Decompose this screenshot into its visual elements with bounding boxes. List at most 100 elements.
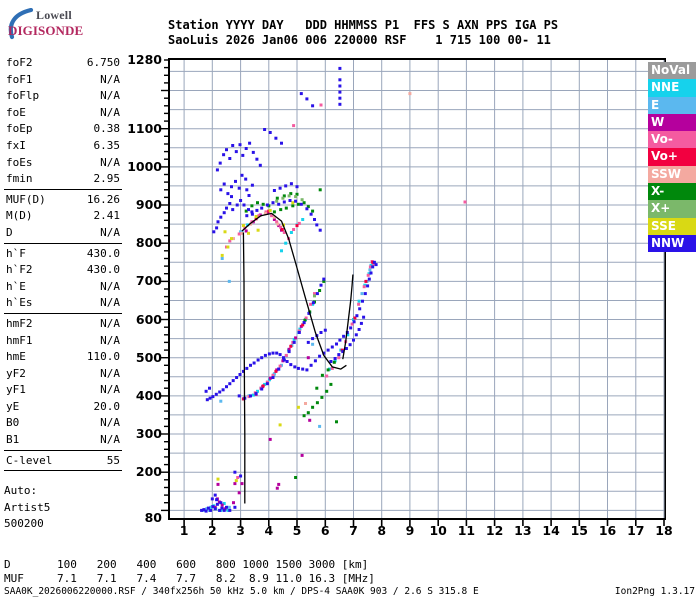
parameter-value: 2.41: [93, 209, 121, 223]
parameter-row: B1 N/A: [4, 432, 122, 449]
parameter-row: foEs N/A: [4, 155, 122, 172]
parameter-key: h`F2: [6, 263, 33, 277]
parameter-key: fxI: [6, 138, 26, 152]
parameter-key: B1: [6, 433, 20, 447]
legend-item-nne[interactable]: NNE: [648, 79, 696, 97]
polarization-direction-legend: NoVal NNE E W Vo- Vo+ SSW X- X+ SSE NNW: [648, 62, 696, 253]
parameter-row: MUF(D) 16.26: [4, 192, 122, 209]
legend-item-nnw[interactable]: NNW: [648, 234, 696, 253]
parameter-row: h`E N/A: [4, 279, 122, 296]
x-axis-tick-14: 14: [542, 523, 560, 538]
parameter-group: hmF2 N/A hmF1 N/A hmE 110.0 yF2 N/A yF1 N/A yE 20.0…: [4, 316, 122, 451]
legend-item-vo-[interactable]: Vo-: [648, 131, 696, 149]
auto-method: Artist5: [4, 500, 51, 514]
y-axis-tick-600: 600: [135, 311, 162, 327]
ionospheric-parameters-panel: foF2 6.750 foF1 N/A foFlp N/A foE N/A foEp 0.38 fx…: [4, 55, 122, 473]
y-axis-tick-800: 800: [135, 235, 162, 251]
parameter-value: 6.35: [93, 138, 121, 152]
legend-item-sse[interactable]: SSE: [648, 217, 696, 235]
plot-frame: [168, 58, 666, 520]
auto-label: Auto:: [4, 484, 38, 497]
y-axis-tick-1000: 1000: [127, 158, 162, 174]
legend-item-w[interactable]: W: [648, 113, 696, 132]
parameter-group: C-level 55: [4, 453, 122, 472]
parameter-row: foFlp N/A: [4, 88, 122, 105]
parameter-value: N/A: [100, 383, 120, 397]
parameter-row: B0 N/A: [4, 415, 122, 432]
logo-word-digisonde: DIGISONDE: [8, 23, 84, 38]
parameter-key: h`Es: [6, 296, 33, 310]
parameter-value: N/A: [100, 72, 120, 86]
parameter-row: yE 20.0: [4, 399, 122, 416]
station-header: Station YYYY DAY DDD HHMMSS P1 FFS S AXN…: [168, 18, 668, 48]
legend-item-x-[interactable]: X-: [648, 183, 696, 201]
x-axis-tick-4: 4: [264, 523, 274, 538]
x-axis-tick-5: 5: [292, 523, 302, 538]
parameter-value: 2.95: [93, 172, 121, 186]
parameter-value: N/A: [100, 105, 120, 119]
parameter-row: foF1 N/A: [4, 72, 122, 89]
parameter-key: foEp: [6, 122, 33, 136]
parameter-row: fmin 2.95: [4, 171, 122, 188]
parameter-value: 16.26: [86, 192, 120, 206]
x-axis-tick-2: 2: [207, 523, 217, 538]
parameter-key: hmF2: [6, 316, 33, 330]
parameter-row: C-level 55: [4, 453, 122, 470]
parameter-key: foF2: [6, 56, 33, 69]
parameter-row: fxI 6.35: [4, 138, 122, 155]
parameter-group: MUF(D) 16.26 M(D) 2.41 D N/A: [4, 192, 122, 244]
logo-word-lowell: Lowell: [36, 8, 72, 22]
parameter-value: N/A: [100, 316, 120, 330]
parameter-group: foF2 6.750 foF1 N/A foFlp N/A foE N/A foEp 0.38 fx…: [4, 55, 122, 190]
parameter-key: yE: [6, 399, 20, 413]
parameter-key: C-level: [6, 453, 53, 467]
parameter-key: foE: [6, 105, 26, 119]
parameter-key: MUF(D): [6, 192, 46, 206]
parameter-row: h`Es N/A: [4, 295, 122, 312]
parameter-value: 20.0: [93, 399, 121, 413]
legend-item-x-[interactable]: X+: [648, 200, 696, 218]
parameter-value: N/A: [100, 433, 120, 447]
x-axis-tick-6: 6: [320, 523, 330, 538]
x-axis-tick-13: 13: [514, 523, 532, 538]
parameter-value: N/A: [100, 296, 120, 310]
muf-table-frequency-row: MUF 7.1 7.1 7.4 7.7 8.2 8.9 11.0 16.3 [M…: [4, 572, 375, 585]
logo-arc-icon: [8, 8, 34, 40]
x-axis-labels: 1 2 3 4 5 6 7 8 9 10 11 12 13 14 15 16 17 18: [168, 523, 673, 543]
y-axis-tick-80: 80: [144, 510, 162, 525]
legend-item-e[interactable]: E: [648, 96, 696, 114]
x-axis-tick-10: 10: [429, 523, 447, 538]
parameter-key: foEs: [6, 155, 33, 169]
y-axis-tick-700: 700: [135, 273, 162, 289]
muf-distance-table: D 100 200 400 600 800 1000 1500 3000 [km…: [4, 558, 375, 586]
parameter-row: D N/A: [4, 225, 122, 242]
lowell-digisonde-logo: Lowell DIGISONDE: [6, 6, 116, 42]
parameter-value: N/A: [100, 416, 120, 430]
parameter-key: hmF1: [6, 333, 33, 347]
parameter-value: N/A: [100, 366, 120, 380]
auto-scaling-info: Auto: Artist5 500200: [4, 483, 50, 533]
parameter-row: foF2 6.750: [4, 55, 122, 72]
parameter-row: h`F2 430.0: [4, 262, 122, 279]
parameter-key: fmin: [6, 172, 33, 186]
legend-item-vo-[interactable]: Vo+: [648, 148, 696, 166]
parameter-value: 55: [106, 453, 120, 467]
legend-item-noval[interactable]: NoVal: [648, 62, 696, 80]
muf-table-distance-row: D 100 200 400 600 800 1000 1500 3000 [km…: [4, 558, 369, 571]
parameter-row: yF1 N/A: [4, 382, 122, 399]
auto-code: 500200: [4, 517, 44, 530]
parameter-row: foE N/A: [4, 105, 122, 122]
parameter-key: B0: [6, 416, 20, 430]
legend-item-ssw[interactable]: SSW: [648, 165, 696, 184]
y-axis-tick-400: 400: [135, 387, 162, 403]
parameter-value: N/A: [100, 155, 120, 169]
parameter-key: yF2: [6, 366, 26, 380]
header-line-values: SaoLuis 2026 Jan06 006 220000 RSF 1 715 …: [168, 33, 551, 47]
parameter-value: N/A: [100, 225, 120, 239]
parameter-key: M(D): [6, 209, 33, 223]
footer-version: Ion2Png 1.3.17: [614, 586, 695, 597]
parameter-value: 430.0: [86, 246, 120, 260]
x-axis-tick-18: 18: [655, 523, 673, 538]
y-axis-tick-300: 300: [135, 426, 162, 442]
parameter-row: M(D) 2.41: [4, 208, 122, 225]
